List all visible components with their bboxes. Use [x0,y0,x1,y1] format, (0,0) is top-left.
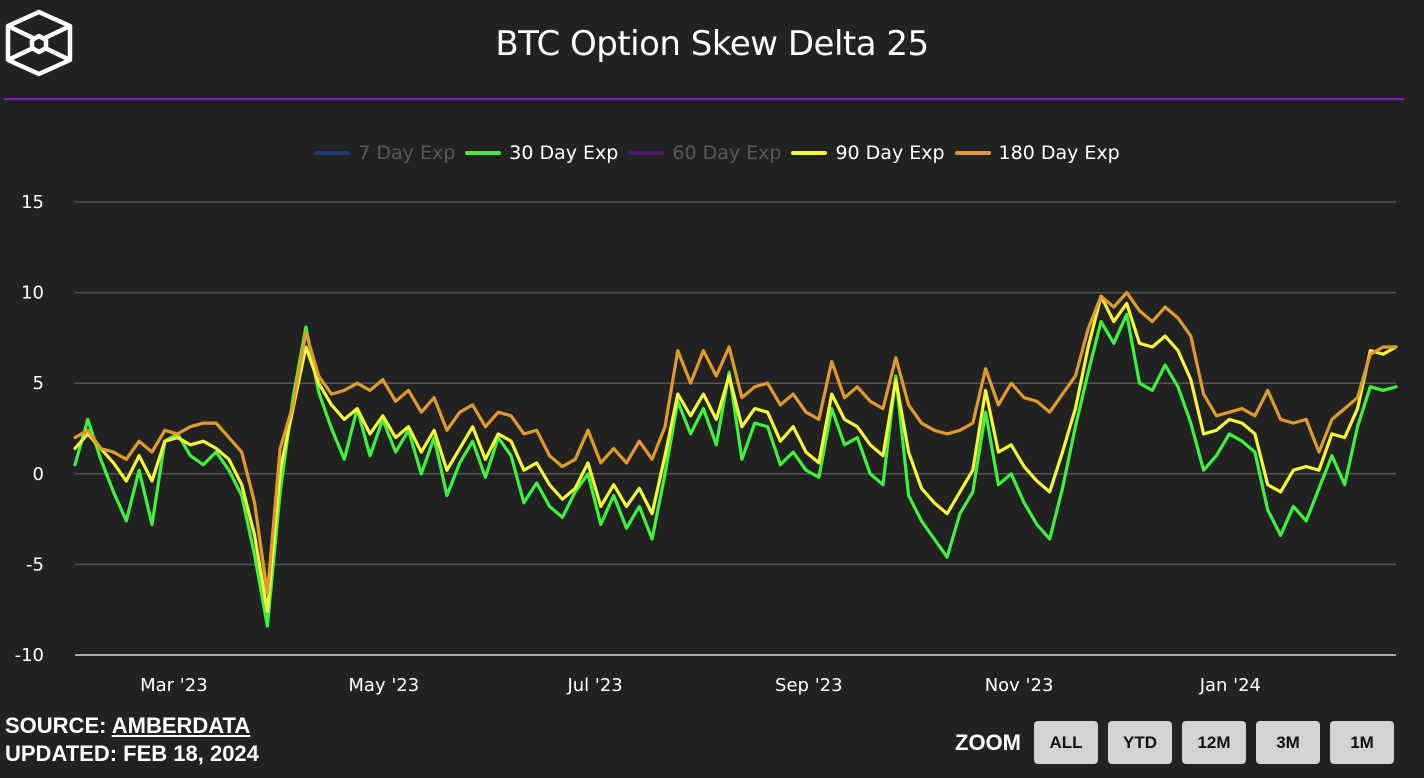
legend-item-7-day-exp[interactable]: 7 Day Exp [314,142,455,164]
zoom-all-button[interactable]: ALL [1034,721,1098,764]
y-tick-label: 0 [33,464,44,485]
cube-logo-icon [5,8,73,78]
y-tick-label: 10 [21,283,44,304]
updated-label: UPDATED: [5,741,118,766]
zoom-1m-button[interactable]: 1M [1330,721,1394,764]
title-divider [4,98,1404,100]
x-tick-label: Mar '23 [140,675,208,696]
legend-label: 60 Day Exp [672,142,782,164]
updated-value: FEB 18, 2024 [123,741,259,766]
chart-legend: 7 Day Exp 30 Day Exp 60 Day Exp 90 Day Exp 1… [0,142,1424,164]
x-tick-label: Sep '23 [775,675,843,696]
legend-label: 30 Day Exp [509,142,619,164]
legend-label: 180 Day Exp [998,142,1120,164]
legend-item-90-day-exp[interactable]: 90 Day Exp [791,142,945,164]
y-tick-label: 15 [21,192,44,213]
legend-swatch [465,151,502,155]
zoom-12m-button[interactable]: 12M [1182,721,1246,764]
legend-swatch [791,151,828,155]
legend-swatch [628,151,665,155]
x-tick-label: Jul '23 [566,675,622,696]
legend-item-180-day-exp[interactable]: 180 Day Exp [954,142,1120,164]
legend-label: 90 Day Exp [835,142,945,164]
legend-item-30-day-exp[interactable]: 30 Day Exp [465,142,618,164]
zoom-ytd-button[interactable]: YTD [1108,721,1172,764]
page-title: BTC Option Skew Delta 25 [495,24,929,64]
y-tick-label: -10 [15,645,44,666]
legend-label: 7 Day Exp [358,142,456,164]
zoom-controls: ZOOM ALL YTD 12M 3M 1M [955,721,1394,764]
zoom-label: ZOOM [955,729,1021,755]
legend-swatch [954,151,991,155]
x-tick-label: May '23 [348,675,419,696]
source-label: SOURCE: [5,713,107,738]
legend-swatch [314,151,351,155]
x-tick-label: Jan '24 [1199,675,1261,696]
footer-info: SOURCE: AMBERDATA UPDATED: FEB 18, 2024 [5,712,259,768]
y-tick-label: -5 [26,554,44,575]
y-tick-label: 5 [33,373,44,394]
series-line-180-day-exp [73,291,1398,596]
zoom-3m-button[interactable]: 3M [1256,721,1320,764]
x-tick-label: Nov '23 [985,675,1054,696]
source-link[interactable]: AMBERDATA [111,713,251,738]
legend-item-60-day-exp[interactable]: 60 Day Exp [628,142,781,164]
